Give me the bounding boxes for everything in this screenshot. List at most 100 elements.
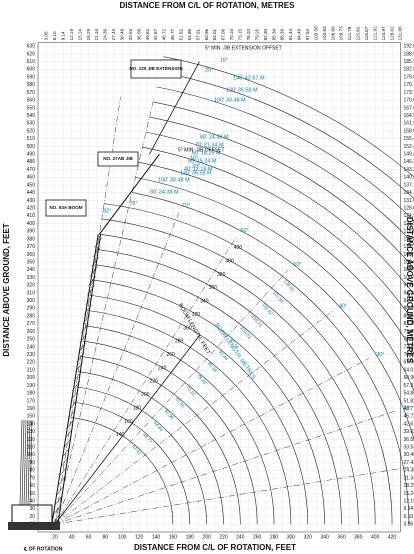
jib-extension-note: 40' 12.19 M [184,166,213,172]
boom-arc [92,279,325,525]
right-tick-label: 118.87 [403,229,414,235]
right-tick-label: 70.10 [403,352,414,358]
boom-lacing [78,342,86,353]
left-tick-label: 150 [27,414,36,420]
left-tick-label: 410 [27,213,36,219]
left-tick-label: 280 [27,313,36,319]
jib-extension-note: 5° MIN. JIB EXTENSION OFFSET [205,45,282,51]
right-tick-label: 161.54 [403,121,414,127]
left-tick-label: 180 [27,391,36,397]
right-tick-label: 146.30 [403,159,414,165]
jib-extension-note: 60' 18.29 M [192,150,221,156]
left-tick-label: 610 [27,59,36,65]
boom-arc [82,340,258,525]
label-box [130,59,182,79]
top-tick-label: 73.15 [238,28,243,40]
right-tick-label: 149.35 [403,152,414,158]
right-tick-label: 42.67 [403,421,414,427]
right-tick-label: 176.78 [403,82,414,88]
right-tick-label: 67.06 [403,360,414,366]
range-arc [135,177,414,392]
bottom-tick-label: 200 [202,534,211,540]
boom-arc [75,386,207,525]
left-tick-label: 290 [27,306,36,312]
boom-lacing [69,400,78,410]
bottom-tick-label: 280 [270,534,279,540]
boom-angle-line [54,466,412,525]
boom-lacing [91,256,100,267]
left-tick-label: 140 [27,421,36,427]
left-tick-label: 630 [27,44,36,50]
left-tick-label: 590 [27,74,36,80]
right-tick-label: 85.34 [403,313,414,319]
left-tick-label: 90 [29,460,35,466]
right-tick-label: 15.24 [403,491,414,497]
boom-lacing [76,352,85,363]
left-tick-label: 360 [27,252,36,258]
left-tick-label: 530 [27,121,36,127]
right-tick-label: 88.39 [403,306,414,312]
boom-lacing [66,419,75,430]
range-arc [142,146,414,324]
right-tick-label: 39.62 [403,429,414,435]
boom-angle-line [54,310,333,525]
boom-length-feet: 380 [217,272,226,278]
left-tick-label: 60 [29,483,35,489]
right-tick-label: 45.72 [403,414,414,420]
right-tick-label: 24.38 [403,468,414,474]
bottom-tick-label: 20 [52,534,58,540]
boom-length-metres: 91.44 [218,349,230,361]
boom-length-feet: 360 [209,285,218,291]
boom-lacing [89,266,98,277]
right-tick-label: 155.45 [403,136,414,142]
top-tick-label: 54.86 [187,28,192,40]
jib-note: 100' 30.48 M [158,177,190,183]
right-tick-label: 82.30 [403,321,414,327]
boom-lacing [61,447,70,458]
right-title: DISTANCE ABOVE GROUND, METRES [405,217,414,364]
bottom-tick-label: 400 [371,534,380,540]
right-tick-label: 36.58 [403,437,414,443]
range-arc [131,192,414,441]
bottom-tick-label: 300 [287,534,296,540]
boom-length-metres: 97.54 [229,338,241,350]
top-tick-label: 21.34 [94,28,99,40]
right-tick-label: 167.64 [403,105,414,111]
left-tick-label: 220 [27,360,36,366]
boom-angle-line [54,237,237,525]
jib-note: 120' 36.58 M [180,170,212,176]
boom-arc [90,294,309,525]
top-tick-label: 79.25 [254,28,259,40]
boom-lacing [54,495,63,506]
boom-lacing [53,505,61,515]
bottom-tick-label: 320 [304,534,313,540]
boom-arc [78,371,224,525]
boom-arc [73,401,191,525]
bottom-tick-label: 160 [169,534,178,540]
right-tick-label: 64.01 [403,367,414,373]
boom-chord [54,334,201,525]
top-tick-label: 24.38 [103,28,108,40]
range-arc [152,101,414,245]
top-tick-label: 48.77 [170,28,175,40]
right-tick-label: 57.91 [403,383,414,389]
left-tick-label: 620 [27,51,36,57]
left-tick-label: 540 [27,113,36,119]
boom-arc [97,249,359,525]
top-tick-label: 82.30 [263,28,268,40]
right-tick-label: 12.19 [403,498,414,504]
boom-lacing [57,476,66,487]
top-tick-label: 30.48 [120,28,125,40]
box-label: NO. 125 JIB EXTENSION [129,66,183,71]
bottom-tick-label: 180 [186,534,195,540]
mast [25,419,29,506]
top-tick-label: 124.97 [381,26,386,40]
boom-angle-line [54,358,369,525]
bottom-tick-label: 360 [337,534,346,540]
boom-length-metres: 48.77 [142,432,154,444]
top-tick-label: 115.82 [356,26,361,40]
right-tick-label: 112.78 [403,244,414,250]
boom-angle-line [54,270,289,525]
left-tick-label: 460 [27,175,36,181]
boom-length-metres: 54.86 [153,420,165,432]
